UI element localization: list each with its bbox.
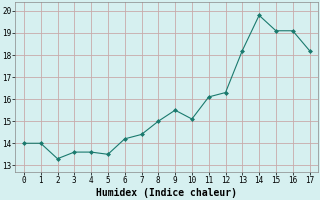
X-axis label: Humidex (Indice chaleur): Humidex (Indice chaleur) bbox=[96, 188, 237, 198]
